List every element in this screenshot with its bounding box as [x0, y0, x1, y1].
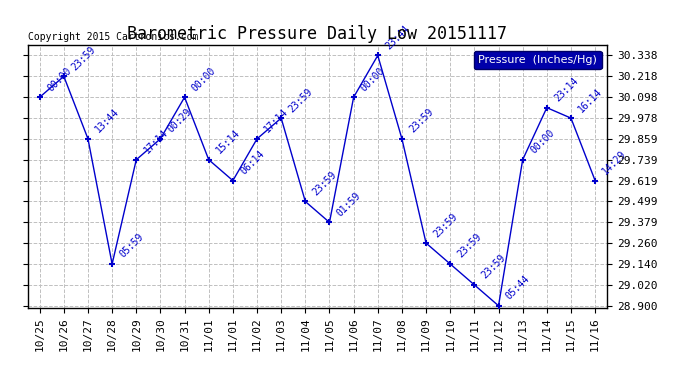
Text: 06:14: 06:14 [239, 148, 266, 176]
Text: 05:59: 05:59 [118, 232, 146, 260]
Text: 00:00: 00:00 [529, 128, 556, 156]
Text: 13:44: 13:44 [94, 107, 121, 135]
Text: 23:59: 23:59 [456, 232, 484, 260]
Text: Copyright 2015 Cartronics.com: Copyright 2015 Cartronics.com [28, 32, 198, 42]
Text: 23:59: 23:59 [70, 44, 97, 72]
Text: 14:29: 14:29 [601, 148, 629, 176]
Text: 00:00: 00:00 [46, 65, 73, 93]
Text: 23:44: 23:44 [384, 23, 411, 51]
Text: 00:00: 00:00 [359, 65, 387, 93]
Text: 00:00: 00:00 [190, 65, 218, 93]
Text: 23:59: 23:59 [432, 211, 460, 239]
Text: 23:59: 23:59 [311, 170, 339, 197]
Text: 00:29: 00:29 [166, 107, 194, 135]
Text: 23:59: 23:59 [408, 107, 435, 135]
Text: 17:14: 17:14 [263, 107, 290, 135]
Text: 01:59: 01:59 [335, 190, 363, 218]
Text: 16:14: 16:14 [577, 86, 604, 114]
Text: 23:59: 23:59 [480, 253, 508, 281]
Text: 05:44: 05:44 [504, 274, 532, 302]
Text: 15:14: 15:14 [215, 128, 242, 156]
Title: Barometric Pressure Daily Low 20151117: Barometric Pressure Daily Low 20151117 [128, 26, 507, 44]
Text: 23:59: 23:59 [287, 86, 315, 114]
Text: 17:14: 17:14 [142, 128, 170, 156]
Legend: Pressure  (Inches/Hg): Pressure (Inches/Hg) [474, 51, 602, 69]
Text: 23:14: 23:14 [553, 76, 580, 104]
